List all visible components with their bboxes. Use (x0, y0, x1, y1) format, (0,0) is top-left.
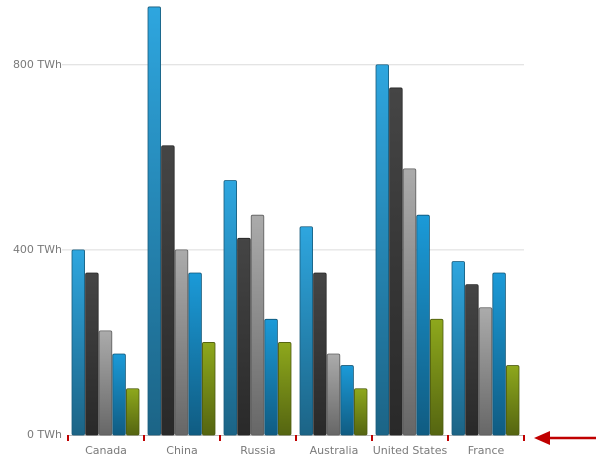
bar (277, 342, 292, 436)
bar (375, 64, 390, 436)
bar (223, 180, 238, 436)
bar (161, 145, 175, 436)
bar (250, 214, 265, 436)
bar (174, 249, 189, 436)
bar (402, 168, 417, 436)
x-tick-label: Canada (85, 444, 127, 457)
scroll-arrow (534, 431, 596, 445)
x-tick-label: China (166, 444, 197, 457)
bar (353, 388, 368, 436)
bar (429, 318, 444, 436)
bar (326, 353, 341, 436)
bar (112, 353, 126, 436)
bar (465, 284, 479, 436)
x-tick-label: Australia (310, 444, 359, 457)
bar (340, 365, 354, 436)
y-tick-label: 800 TWh (13, 58, 62, 71)
bar (71, 249, 86, 436)
x-tick-label: Russia (240, 444, 275, 457)
bar (492, 272, 506, 436)
bar (299, 226, 314, 436)
bar (451, 261, 466, 436)
bar (478, 307, 493, 436)
bar (126, 388, 140, 436)
bar (237, 237, 251, 436)
x-tick-label: France (468, 444, 505, 457)
x-tick-label: United States (373, 444, 448, 457)
bar (505, 365, 520, 436)
bar (389, 87, 403, 436)
bar (264, 318, 278, 436)
bar (416, 214, 430, 436)
bar (98, 330, 113, 436)
bar (201, 342, 216, 436)
bar (313, 272, 327, 436)
y-tick-label: 0 TWh (27, 428, 62, 441)
y-tick-label: 400 TWh (13, 243, 62, 256)
bar (85, 272, 99, 436)
bar (188, 272, 202, 436)
bar (147, 6, 162, 436)
